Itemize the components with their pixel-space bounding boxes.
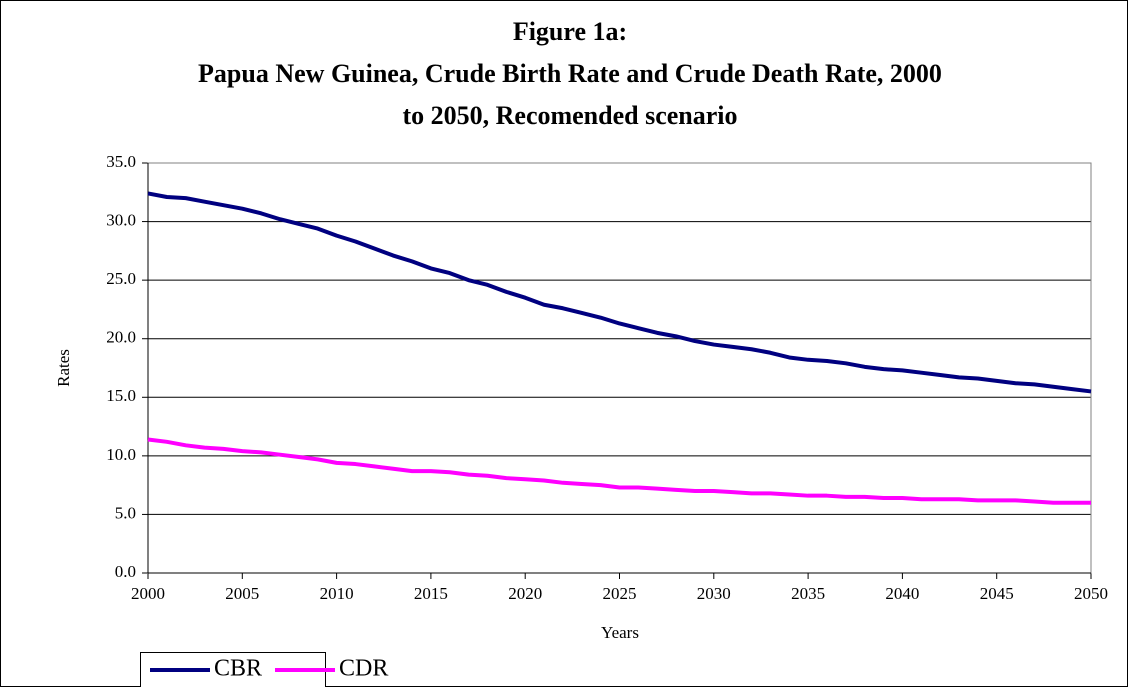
x-tick-label: 2045	[980, 584, 1014, 603]
y-tick-label: 0.0	[115, 562, 136, 581]
x-tick-label: 2020	[508, 584, 542, 603]
x-tick-label: 2015	[414, 584, 448, 603]
y-tick-label: 5.0	[115, 503, 136, 522]
x-tick-label: 2010	[320, 584, 354, 603]
legend-label: CBR	[214, 656, 262, 682]
y-axis-label: Rates	[54, 349, 73, 387]
x-axis-label: Years	[601, 623, 639, 642]
y-tick-label: 10.0	[106, 445, 136, 464]
legend-label: CDR	[339, 656, 388, 682]
y-tick-label: 25.0	[106, 269, 136, 288]
chart-title: Figure 1a:	[513, 17, 627, 46]
y-tick-label: 35.0	[106, 152, 136, 171]
x-tick-label: 2025	[603, 584, 637, 603]
y-tick-label: 15.0	[106, 386, 136, 405]
series-line	[147, 437, 1091, 505]
series-line	[147, 191, 1092, 394]
chart-title: Papua New Guinea, Crude Birth Rate and C…	[198, 59, 942, 88]
chart-title: to 2050, Recomended scenario	[402, 101, 737, 130]
y-tick-label: 20.0	[106, 328, 136, 347]
y-tick-label: 30.0	[106, 210, 136, 229]
x-tick-label: 2000	[131, 584, 165, 603]
x-tick-label: 2040	[885, 584, 919, 603]
x-tick-label: 2030	[697, 584, 731, 603]
x-tick-label: 2005	[225, 584, 259, 603]
x-tick-label: 2050	[1074, 584, 1108, 603]
x-tick-label: 2035	[791, 584, 825, 603]
